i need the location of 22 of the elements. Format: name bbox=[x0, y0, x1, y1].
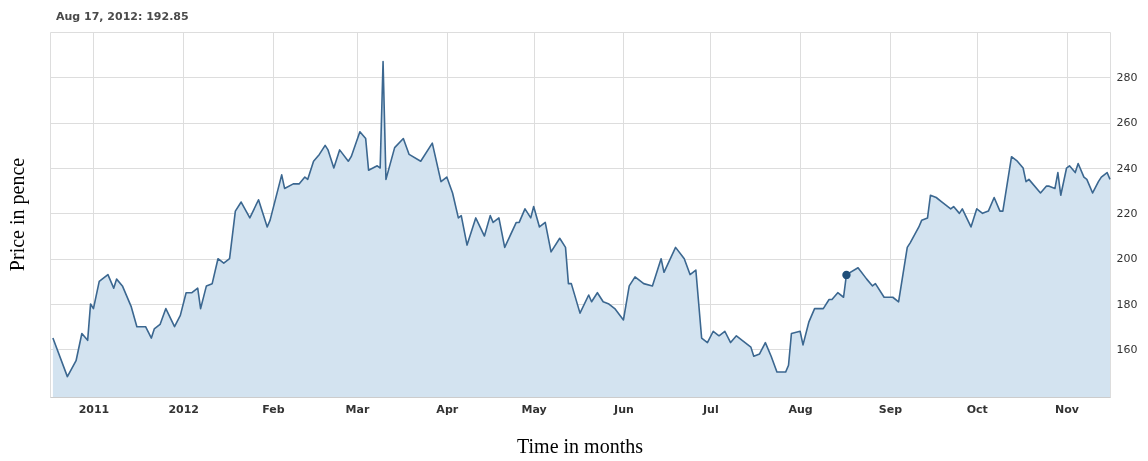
y-tick-label: 260 bbox=[1116, 116, 1138, 130]
x-axis-title: Time in months bbox=[517, 435, 644, 457]
x-tick-label: Apr bbox=[436, 402, 459, 416]
x-tick-label: Oct bbox=[966, 402, 988, 416]
y-tick-label: 160 bbox=[1116, 342, 1138, 356]
x-tick-label: Aug bbox=[788, 402, 813, 416]
x-tick-label: Sep bbox=[878, 402, 903, 416]
x-tick-label: Feb bbox=[262, 402, 285, 416]
y-axis-title: Price in pence bbox=[6, 157, 29, 272]
y-tick-label: 220 bbox=[1116, 206, 1138, 220]
text: Aug 17, 2012: 192.85 bbox=[56, 10, 189, 23]
x-tick-label: 2012 bbox=[168, 402, 200, 416]
y-tick-label: 180 bbox=[1116, 297, 1138, 311]
x-tick-label: Jul bbox=[701, 402, 719, 416]
x-tick-label: May bbox=[521, 402, 547, 416]
x-tick-label: Nov bbox=[1055, 402, 1080, 416]
y-tick-label: 200 bbox=[1116, 252, 1138, 266]
y-tick-label: 280 bbox=[1116, 70, 1138, 84]
x-tick-label: Mar bbox=[345, 402, 370, 416]
y-tick-label: 240 bbox=[1116, 161, 1138, 175]
x-tick-label: 2011 bbox=[78, 402, 110, 416]
x-tick-label: Jun bbox=[613, 402, 634, 416]
